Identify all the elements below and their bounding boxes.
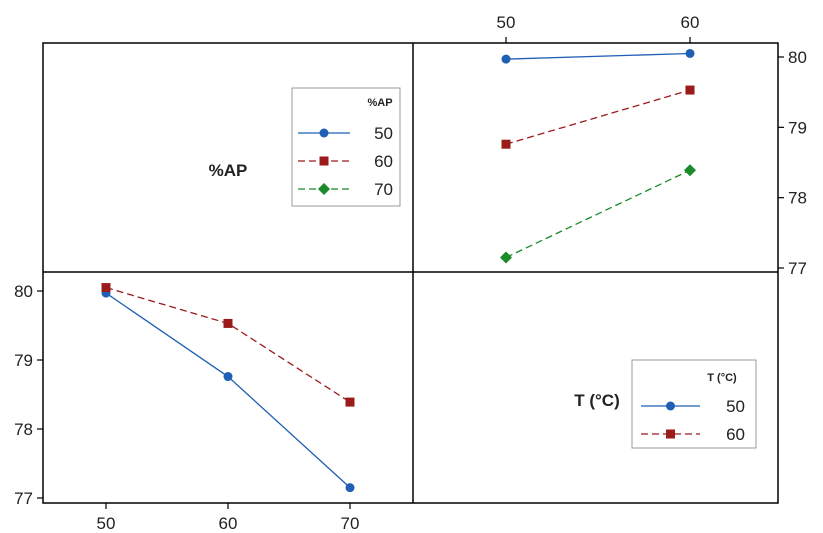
plot-frame bbox=[42, 42, 779, 504]
y-tick-label-bottom-left: 79 bbox=[14, 351, 33, 370]
legend-ap-title: %AP bbox=[367, 97, 392, 109]
x-tick-label-top: 50 bbox=[497, 13, 516, 32]
y-tick-label-top-right: 79 bbox=[788, 118, 807, 137]
top-right-series-line-50 bbox=[505, 52, 691, 60]
ap-legend-marker-60 bbox=[319, 156, 329, 166]
legend-temperature-title: T (°C) bbox=[707, 372, 737, 384]
y-tick-label-bottom-left: 77 bbox=[14, 489, 33, 508]
ap-legend-marker-70 bbox=[318, 183, 330, 195]
legend-temperature-box bbox=[631, 359, 757, 449]
y-tick-label-bottom-left: 78 bbox=[14, 420, 33, 439]
top-right-point-50 bbox=[685, 48, 695, 58]
variable-label-temperature: T (°C) bbox=[574, 391, 620, 410]
bottom-left-point-60 bbox=[223, 318, 233, 328]
bottom-left-series-line-60 bbox=[105, 286, 351, 403]
top-right-point-60 bbox=[501, 139, 511, 149]
x-tick-label-bottom: 60 bbox=[219, 514, 238, 533]
legend-ap: %AP 50 60 70 bbox=[291, 87, 401, 207]
top-right-series-line-70 bbox=[505, 169, 691, 259]
ap-legend-label-70: 70 bbox=[374, 180, 393, 199]
top-right-series-line-60 bbox=[505, 89, 691, 145]
ap-legend-label-60: 60 bbox=[374, 152, 393, 171]
legend-ap-box bbox=[291, 87, 401, 207]
bottom-left-point-60 bbox=[345, 397, 355, 407]
y-tick-label-top-right: 80 bbox=[788, 48, 807, 67]
t-legend-marker-60 bbox=[666, 429, 675, 439]
y-tick-label-top-right: 78 bbox=[788, 189, 807, 208]
bottom-left-point-60 bbox=[101, 283, 111, 293]
top-right-point-50 bbox=[501, 54, 511, 64]
ap-legend-marker-50 bbox=[319, 128, 329, 138]
x-tick-label-top: 60 bbox=[681, 13, 700, 32]
legend-temperature: T (°C) 50 60 bbox=[631, 359, 757, 449]
bottom-left-point-50 bbox=[345, 483, 355, 493]
top-right-point-60 bbox=[685, 85, 695, 95]
top-right-point-70 bbox=[500, 251, 512, 264]
t-legend-marker-50 bbox=[666, 401, 675, 411]
ap-legend-label-50: 50 bbox=[374, 124, 393, 143]
bottom-left-point-50 bbox=[223, 372, 233, 382]
variable-label-ap: %AP bbox=[209, 161, 248, 180]
t-legend-label-60: 60 bbox=[726, 425, 745, 444]
y-tick-label-bottom-left: 80 bbox=[14, 282, 33, 301]
t-legend-label-50: 50 bbox=[726, 397, 745, 416]
x-tick-label-bottom: 50 bbox=[97, 514, 116, 533]
y-tick-label-top-right: 77 bbox=[788, 259, 807, 278]
top-right-point-70 bbox=[684, 164, 696, 177]
x-tick-label-bottom: 70 bbox=[341, 514, 360, 533]
